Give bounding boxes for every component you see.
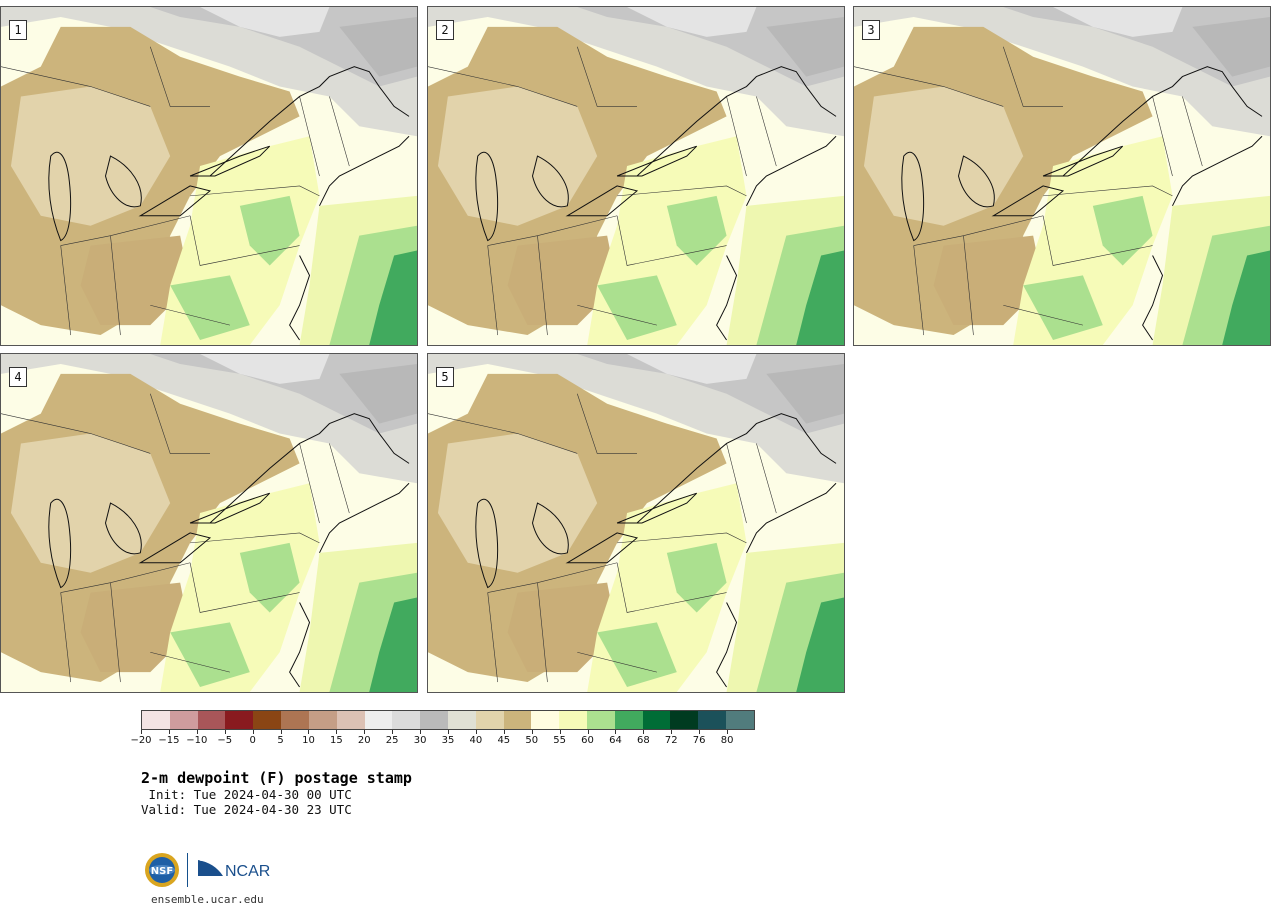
colorbar-tick <box>420 730 422 734</box>
colorbar-swatch <box>420 711 448 729</box>
nsf-logo: NSF <box>145 853 179 887</box>
colorbar-tick <box>141 730 142 734</box>
colorbar-tick-label: 68 <box>636 735 650 746</box>
dewpoint-map <box>1 354 417 692</box>
colorbar-tick-label: 45 <box>497 735 511 746</box>
colorbar-tick-label: 5 <box>277 735 284 746</box>
panel-number: 4 <box>9 367 27 387</box>
colorbar-swatch <box>642 711 671 729</box>
colorbar-swatch <box>614 711 643 729</box>
colorbar-tick-label: −5 <box>217 735 233 746</box>
colorbar-tick-label: 55 <box>553 735 566 746</box>
colorbar-tick-label: 20 <box>357 735 371 746</box>
colorbar-swatch <box>336 711 365 729</box>
colorbar-tick <box>643 730 645 734</box>
colorbar-tick-label: 30 <box>413 735 427 746</box>
colorbar-tick <box>448 730 449 734</box>
colorbar <box>141 710 755 730</box>
colorbar-tick <box>671 730 673 734</box>
ensemble-panel-1: 1 <box>0 6 418 346</box>
colorbar-tick <box>727 730 729 734</box>
colorbar-tick <box>587 730 589 734</box>
colorbar-swatch <box>308 711 337 729</box>
ncar-logo-text: NCAR <box>225 863 270 880</box>
colorbar-tick-label: 0 <box>249 735 256 746</box>
colorbar-swatch <box>559 711 587 729</box>
dewpoint-map <box>428 7 844 345</box>
ensemble-panel-3: 3 <box>853 6 1271 346</box>
colorbar-tick-label: 50 <box>525 735 539 746</box>
colorbar-swatch <box>281 711 309 729</box>
colorbar-tick <box>280 730 282 734</box>
colorbar-swatch <box>587 711 615 729</box>
panel-number: 2 <box>436 20 454 40</box>
ensemble-panel-5: 5 <box>427 353 845 693</box>
dewpoint-map <box>854 7 1270 345</box>
colorbar-tick <box>475 730 477 734</box>
colorbar-tick <box>531 730 533 734</box>
colorbar-tick <box>699 730 701 734</box>
colorbar-tick <box>559 730 561 734</box>
colorbar-tick <box>196 730 198 734</box>
colorbar-tick <box>336 730 338 734</box>
dewpoint-map <box>1 7 417 345</box>
colorbar-tick <box>252 730 254 734</box>
website-url: ensemble.ucar.edu <box>151 893 264 906</box>
colorbar-swatch <box>726 711 754 729</box>
colorbar-swatch <box>670 711 699 729</box>
colorbar-tick-label: 60 <box>581 735 594 746</box>
colorbar-swatch <box>531 711 560 729</box>
colorbar-swatch <box>253 711 282 729</box>
panel-number: 1 <box>9 20 27 40</box>
colorbar-tick-label: −20 <box>130 735 152 746</box>
colorbar-tick <box>308 730 310 734</box>
colorbar-tick-label: 35 <box>441 735 455 746</box>
colorbar-tick-label: 80 <box>720 735 734 746</box>
colorbar-swatch <box>392 711 421 729</box>
ensemble-panel-4: 4 <box>0 353 418 693</box>
colorbar-tick-labels: −20 −15 −10 −5 0 5 10 15 20 25 30 35 40 45 50 55 60 64 68 7… <box>130 730 755 750</box>
panel-number: 3 <box>862 20 880 40</box>
colorbar-tick <box>168 730 170 734</box>
colorbar-tick-label: 76 <box>692 735 706 746</box>
colorbar-swatch <box>475 711 504 729</box>
colorbar-tick <box>224 730 226 734</box>
colorbar-swatch <box>698 711 727 729</box>
colorbar-swatch <box>225 711 254 729</box>
dewpoint-map <box>428 354 844 692</box>
panel-number: 5 <box>436 367 454 387</box>
nsf-logo-text: NSF <box>151 866 173 877</box>
colorbar-tick <box>503 730 505 734</box>
valid-time: Valid: Tue 2024-04-30 23 UTC <box>141 802 352 817</box>
logo-divider <box>187 853 188 887</box>
ncar-logo: NCAR <box>198 859 270 880</box>
colorbar-tick <box>392 730 394 734</box>
colorbar-tick-label: 64 <box>609 735 622 746</box>
init-time: Init: Tue 2024-04-30 00 UTC <box>141 787 352 802</box>
ensemble-panel-2: 2 <box>427 6 845 346</box>
colorbar-tick-label: 25 <box>385 735 399 746</box>
colorbar-tick-label: −15 <box>158 735 180 746</box>
colorbar-swatch <box>503 711 532 729</box>
colorbar-tick <box>364 730 366 734</box>
colorbar-swatch <box>197 711 226 729</box>
colorbar-swatch <box>169 711 198 729</box>
colorbar-swatch <box>142 711 170 729</box>
colorbar-swatch <box>364 711 393 729</box>
colorbar-tick-label: 10 <box>302 735 315 746</box>
colorbar-swatch <box>447 711 476 729</box>
plot-title: 2-m dewpoint (F) postage stamp <box>141 769 412 787</box>
colorbar-tick-label: 72 <box>664 735 678 746</box>
colorbar-tick-label: 40 <box>469 735 483 746</box>
colorbar-tick-label: 15 <box>329 735 343 746</box>
colorbar-tick-label: −10 <box>186 735 208 746</box>
colorbar-tick <box>615 730 617 734</box>
